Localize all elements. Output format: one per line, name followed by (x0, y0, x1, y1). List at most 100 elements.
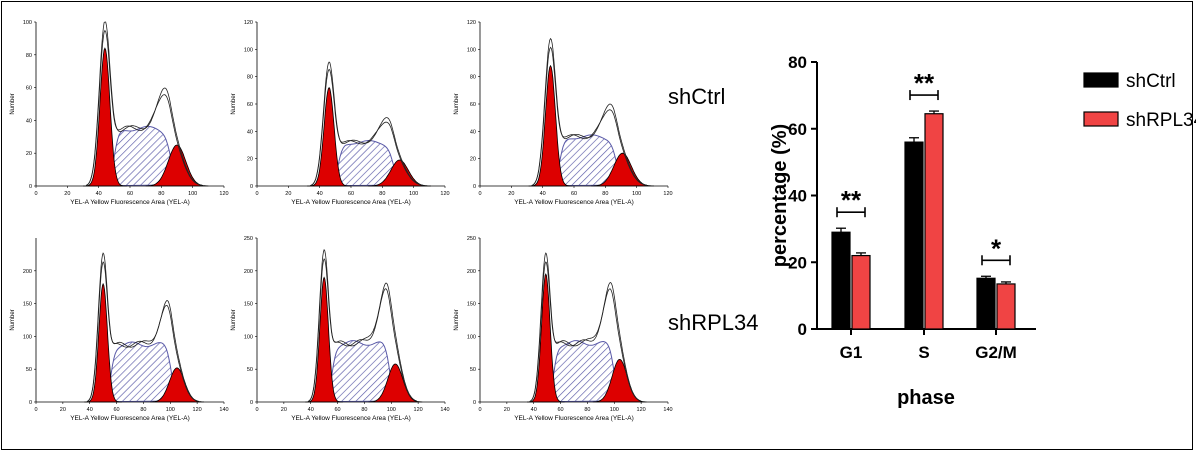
x-tick-label: 60 (335, 407, 341, 413)
legend-label: shRPL34 (1126, 110, 1196, 131)
histogram-panel: 0 20 40 60 80 100 0 20 40 60 80 100 120 YEL-A Yellow … (10, 20, 229, 206)
bar-chart-plot: 0 20 40 60 80 G1 ** S ** G2/M * percentage (%) phase (769, 53, 1036, 409)
legend-label: shCtrl (1126, 71, 1176, 92)
y-tick-label: 50 (26, 367, 32, 373)
x-tick-label: 60 (558, 407, 564, 413)
x-tick-label: 0 (255, 191, 258, 197)
y-axis-title: Number (454, 309, 460, 330)
y-tick-label: 40 (470, 129, 476, 135)
significance-label: * (991, 233, 1002, 263)
s-phase-region (320, 340, 401, 403)
x-tick-label: 0 (34, 191, 37, 197)
x-tick-label: 80 (140, 407, 146, 413)
x-tick-label: 140 (440, 407, 449, 413)
bar-y-tick-label: 40 (788, 187, 807, 206)
g1-peak (528, 64, 573, 187)
x-tick-label: 20 (281, 407, 287, 413)
x-tick-label: 120 (219, 191, 228, 197)
bar (904, 141, 924, 330)
y-tick-label: 60 (26, 86, 32, 92)
legend-swatch (1083, 111, 1119, 127)
s-phase-region (541, 340, 626, 403)
y-tick-label: 200 (244, 269, 253, 275)
y-tick-label: 0 (29, 400, 32, 406)
g1-peak (527, 273, 565, 403)
bar-x-tick-label: G2/M (975, 343, 1017, 362)
y-tick-label: 100 (244, 47, 253, 53)
x-tick-label: 20 (285, 191, 291, 197)
x-tick-label: 20 (508, 191, 514, 197)
x-tick-label: 0 (478, 407, 481, 413)
g1-peak (83, 47, 127, 187)
x-tick-label: 140 (663, 407, 672, 413)
histogram-panel: 0 50 100 150 200 250 0 20 40 60 80 100 120 140 YEL-A Y… (454, 236, 673, 422)
total-histogram-line (310, 68, 425, 186)
bar-y-tick-label: 0 (798, 320, 807, 339)
x-tick-label: 40 (540, 191, 546, 197)
x-tick-label: 40 (308, 407, 314, 413)
y-tick-label: 20 (470, 157, 476, 163)
y-tick-label: 0 (473, 184, 476, 190)
bar (924, 113, 944, 330)
y-tick-label: 40 (247, 129, 253, 135)
y-tick-label: 120 (467, 20, 476, 26)
x-tick-label: 20 (64, 191, 70, 197)
row-label-shrpl34: shRPL34 (668, 310, 759, 335)
y-axis-title: Number (231, 93, 237, 114)
bar (831, 231, 851, 330)
x-axis-title: YEL-A Yellow Fluorescence Area (YEL-A) (514, 415, 634, 422)
x-axis-title: YEL-A Yellow Fluorescence Area (YEL-A) (70, 199, 190, 206)
y-tick-label: 200 (23, 269, 32, 275)
x-tick-label: 0 (478, 191, 481, 197)
y-tick-label: 100 (467, 334, 476, 340)
x-tick-label: 100 (166, 407, 175, 413)
x-tick-label: 80 (158, 191, 164, 197)
g1-peak (84, 282, 122, 403)
x-tick-label: 60 (114, 407, 120, 413)
total-histogram-line (310, 61, 425, 186)
bar (996, 283, 1016, 330)
y-tick-label: 100 (23, 334, 32, 340)
legend-swatch (1083, 72, 1119, 88)
s-phase-region (99, 341, 183, 403)
y-tick-label: 0 (250, 400, 253, 406)
x-tick-label: 100 (632, 191, 641, 197)
x-tick-label: 0 (34, 407, 37, 413)
y-tick-label: 50 (247, 367, 253, 373)
x-tick-label: 120 (663, 191, 672, 197)
x-tick-label: 0 (255, 407, 258, 413)
bar-x-tick-label: G1 (840, 343, 863, 362)
x-tick-label: 80 (379, 191, 385, 197)
x-tick-label: 120 (414, 407, 423, 413)
x-tick-label: 100 (188, 191, 197, 197)
histogram-panel: 0 20 40 60 80 100 120 0 20 40 60 80 100 120 YEL-A Yell… (231, 20, 450, 206)
x-tick-label: 120 (637, 407, 646, 413)
histogram-panel: 0 50 100 150 200 0 20 40 60 80 100 120 140 YEL-A Yell… (10, 238, 229, 422)
y-tick-label: 100 (467, 47, 476, 53)
x-tick-label: 40 (317, 191, 323, 197)
y-tick-label: 150 (467, 302, 476, 308)
y-tick-label: 250 (244, 236, 253, 242)
y-tick-label: 50 (470, 367, 476, 373)
y-tick-label: 100 (244, 334, 253, 340)
y-tick-label: 20 (26, 151, 32, 157)
x-tick-label: 80 (361, 407, 367, 413)
x-tick-label: 60 (348, 191, 354, 197)
y-tick-label: 0 (250, 184, 253, 190)
x-tick-label: 120 (193, 407, 202, 413)
x-tick-label: 40 (96, 191, 102, 197)
x-tick-label: 100 (387, 407, 396, 413)
bar-y-tick-label: 20 (788, 253, 807, 272)
x-tick-label: 20 (60, 407, 66, 413)
row-label-shctrl: shCtrl (668, 84, 726, 109)
y-tick-label: 0 (29, 184, 32, 190)
x-axis-title: YEL-A Yellow Fluorescence Area (YEL-A) (291, 415, 411, 422)
x-axis-title: YEL-A Yellow Fluorescence Area (YEL-A) (291, 199, 411, 206)
y-axis-title: Number (231, 309, 237, 330)
y-tick-label: 250 (467, 236, 476, 242)
y-axis-title: Number (454, 93, 460, 114)
y-tick-label: 150 (23, 302, 32, 308)
y-axis-title: Number (10, 93, 16, 114)
